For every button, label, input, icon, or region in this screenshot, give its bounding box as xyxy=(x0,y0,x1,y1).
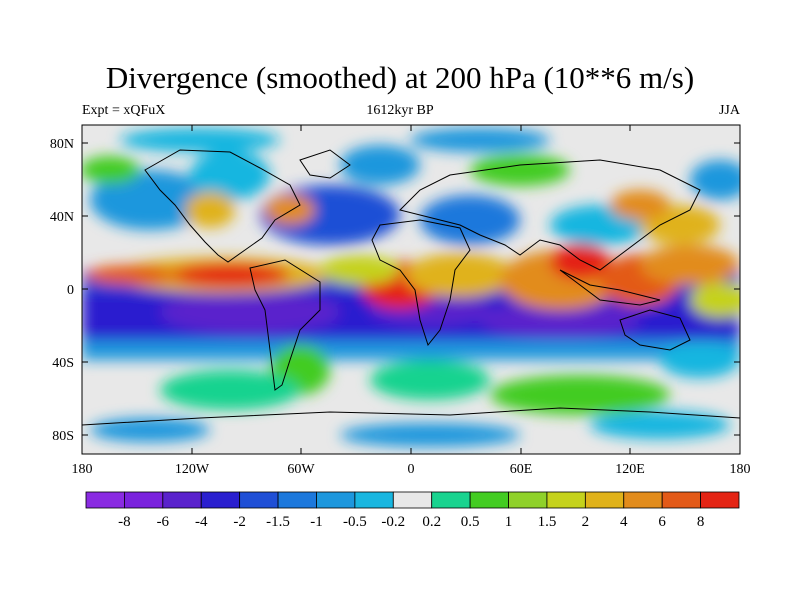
coastlines xyxy=(82,149,740,426)
colorbar-label: -8 xyxy=(118,514,131,530)
lon-axis: 180 120W 60W 0 60E 120E 180 xyxy=(72,125,751,477)
lon-tick-label: 120W xyxy=(175,462,210,477)
colorbar: -8 -6 -4 -2 -1.5 -1 -0.5 -0.2 0.2 0.5 1 1.5 2 4 6 8 xyxy=(85,491,740,530)
colorbar-label: 8 xyxy=(697,514,705,530)
colorbar-label: -4 xyxy=(195,514,208,530)
lon-tick-label: 60E xyxy=(510,462,533,477)
lat-tick-label: 80N xyxy=(50,137,74,152)
lat-tick-label: 80S xyxy=(52,429,74,444)
colorbar-label: -2 xyxy=(233,514,246,530)
colorbar-label: -1.5 xyxy=(266,514,290,530)
colorbar-swatch xyxy=(661,491,701,509)
colorbar-label: 6 xyxy=(658,514,666,530)
colorbar-swatch xyxy=(85,491,125,509)
colorbar-swatch xyxy=(508,491,548,509)
colorbar-swatch xyxy=(200,491,241,509)
time-label: 1612kyr BP xyxy=(366,103,434,118)
colorbar-label: -0.5 xyxy=(343,514,367,530)
colorbar-swatch xyxy=(546,491,586,509)
lon-tick-label: 60W xyxy=(287,462,315,477)
lon-tick-label: 180 xyxy=(730,462,751,477)
colorbar-label: -6 xyxy=(157,514,170,530)
colorbar-swatch xyxy=(584,491,625,509)
colorbar-swatch xyxy=(162,491,202,509)
lon-tick-label: 0 xyxy=(408,462,415,477)
divergence-field xyxy=(82,128,740,447)
colorbar-label: 0.2 xyxy=(422,514,441,530)
lon-tick-label: 180 xyxy=(72,462,93,477)
colorbar-swatch xyxy=(700,491,740,509)
colorbar-swatch xyxy=(623,491,663,509)
colorbar-swatch xyxy=(469,491,509,509)
colorbar-swatch xyxy=(277,491,317,509)
map-title: Divergence (smoothed) at 200 hPa (10**6 … xyxy=(105,60,695,95)
colorbar-label: 4 xyxy=(620,514,628,530)
colorbar-label: 1.5 xyxy=(538,514,557,530)
colorbar-label: 2 xyxy=(582,514,590,530)
colorbar-swatch xyxy=(239,491,279,509)
lat-axis: 80N 40N 0 40S 80S xyxy=(50,137,740,444)
colorbar-swatch xyxy=(354,491,394,509)
colorbar-swatch xyxy=(392,491,433,509)
colorbar-swatch xyxy=(124,491,164,509)
colorbar-label: -1 xyxy=(310,514,323,530)
lat-tick-label: 40N xyxy=(50,210,74,225)
colorbar-label: 1 xyxy=(505,514,513,530)
colorbar-label: -0.2 xyxy=(381,514,405,530)
experiment-label: Expt = xQFuX xyxy=(82,103,166,118)
colorbar-label: 0.5 xyxy=(461,514,480,530)
season-label: JJA xyxy=(718,103,740,118)
colorbar-swatch xyxy=(316,491,356,509)
colorbar-swatch xyxy=(431,491,471,509)
lat-tick-label: 0 xyxy=(67,283,74,298)
lat-tick-label: 40S xyxy=(52,356,74,371)
lon-tick-label: 120E xyxy=(615,462,645,477)
